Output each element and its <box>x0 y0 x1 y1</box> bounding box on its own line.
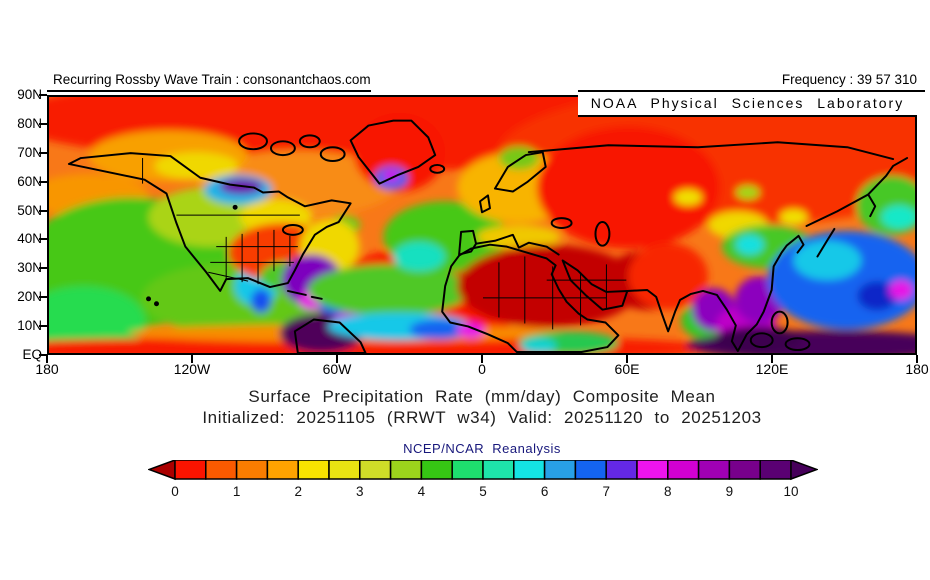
region-china-cyan-spot <box>735 234 764 255</box>
watermark-label: Recurring Rossby Wave Train : consonantc… <box>47 70 371 92</box>
colorbar-tick-label-10: 10 <box>783 484 798 499</box>
x-tick-mark <box>191 355 193 363</box>
region-atlantic-itcz-blue <box>409 319 470 340</box>
colorbar-tick-label-9: 9 <box>726 484 734 499</box>
data-source-label: NCEP/NCAR Reanalysis <box>403 441 561 456</box>
noaa-psl-overlay-label: NOAA Physical Sciences Laboratory <box>578 93 917 117</box>
precip-field-blobs <box>49 97 915 353</box>
y-tick-label-20N: 20N <box>17 289 42 305</box>
y-tick-label-EQ: EQ <box>22 347 42 362</box>
region-north-atlantic-cyan <box>393 241 446 272</box>
region-atlantic-green-band <box>307 264 472 316</box>
y-tick-mark <box>39 238 47 241</box>
region-nw-pacific-cyan <box>881 205 915 229</box>
y-tick-label-10N: 10N <box>17 318 42 334</box>
y-tick-mark <box>39 325 47 328</box>
plot-title: Surface Precipitation Rate (mm/day) Comp… <box>248 387 716 406</box>
y-tick-mark <box>39 296 47 299</box>
y-tick-mark <box>39 209 47 212</box>
colorbar-segment-2 <box>235 460 269 480</box>
region-east-europe-red <box>536 126 720 249</box>
region-guinea-cyan <box>520 338 557 353</box>
region-pacific-magenta-edge <box>889 280 914 300</box>
y-tick-label-70N: 70N <box>17 144 42 160</box>
colorbar-segment-17 <box>697 460 731 480</box>
colorbar-segment-15 <box>636 460 669 480</box>
region-west-pacific-cyan <box>793 240 862 281</box>
y-tick-mark <box>39 94 47 96</box>
colorbar-tick-label-3: 3 <box>356 484 364 499</box>
y-tick-label-80N: 80N <box>17 115 42 131</box>
x-tick-mark <box>916 355 918 363</box>
colorbar-segment-18 <box>728 460 761 480</box>
x-tick-label-120E-5: 120E <box>755 361 789 377</box>
colorbar-tick-label-8: 8 <box>664 484 672 499</box>
x-tick-label-0-3: 0 <box>478 361 486 377</box>
region-pacific-blue-spot <box>251 289 271 313</box>
colorbar-tick-label-7: 7 <box>602 484 610 499</box>
colorbar: 0 1 2 3 4 5 6 7 8 9 10 <box>148 460 818 499</box>
region-siberia-yellow-speck2 <box>779 209 808 225</box>
colorbar-tick-label-5: 5 <box>479 484 487 499</box>
colorbar-segment-14 <box>605 460 638 480</box>
colorbar-segment-10 <box>482 460 515 480</box>
colorbar-segment-11 <box>513 460 546 480</box>
x-tick-mark <box>481 355 483 363</box>
colorbar-segment-4 <box>297 460 330 480</box>
map-frame <box>47 95 917 355</box>
region-mediterranean-yellow <box>477 225 561 249</box>
colorbar-segment-6 <box>359 460 392 480</box>
precipitation-map <box>49 97 915 353</box>
x-tick-mark <box>336 355 338 363</box>
y-tick-label-50N: 50N <box>17 202 42 218</box>
x-tick-label-120W-1: 120W <box>173 361 211 377</box>
colorbar-tick-label-6: 6 <box>541 484 549 499</box>
y-tick-mark <box>39 354 47 356</box>
x-tick-label-180-0: 180 <box>35 361 59 377</box>
y-tick-label-30N: 30N <box>17 260 42 276</box>
region-siberia-yellow-speck1 <box>674 189 702 206</box>
colorbar-segment-19 <box>759 460 792 480</box>
colorbar-segment-1 <box>205 460 238 480</box>
colorbar-segment-12 <box>543 460 577 480</box>
colorbar-left-arrow <box>148 460 176 481</box>
x-tick-label-60E-4: 60E <box>614 361 640 377</box>
frequency-label: Frequency : 39 57 310 <box>578 70 925 92</box>
colorbar-tick-label-1: 1 <box>233 484 241 499</box>
colorbar-segment-7 <box>389 460 423 480</box>
colorbar-right-arrow <box>790 460 818 481</box>
colorbar-tick-label-4: 4 <box>418 484 426 499</box>
y-tick-mark <box>39 267 47 270</box>
x-tick-mark <box>46 355 48 363</box>
colorbar-segment-8 <box>420 460 453 480</box>
y-tick-mark <box>39 122 47 125</box>
y-tick-label-40N: 40N <box>17 231 42 247</box>
region-india-red <box>628 242 708 310</box>
colorbar-tick-label-0: 0 <box>171 484 179 499</box>
colorbar-segment-5 <box>328 460 361 480</box>
y-tick-mark <box>39 180 47 183</box>
region-west-pacific-darkblue <box>857 281 898 311</box>
region-sahara-darkred <box>457 244 641 328</box>
y-tick-label-90N: 90N <box>17 87 42 102</box>
colorbar-segment-0 <box>174 460 207 480</box>
coastlines <box>67 119 909 353</box>
x-tick-label-180-6: 180 <box>905 361 929 377</box>
colorbar-segment-3 <box>266 460 299 480</box>
plot-subtitle: Initialized: 20251105 (RRWT w34) Valid: … <box>202 408 762 427</box>
region-pacific-bright-green <box>49 286 146 353</box>
y-tick-mark <box>39 151 47 154</box>
colorbar-segment-9 <box>451 460 484 480</box>
colorbar-segment-13 <box>574 460 607 480</box>
x-tick-mark <box>771 355 773 363</box>
colorbar-tick-label-2: 2 <box>294 484 302 499</box>
region-siberia-green-speck <box>735 185 760 200</box>
colorbar-segment-16 <box>667 460 700 480</box>
y-tick-label-60N: 60N <box>17 173 42 189</box>
x-tick-label-60W-2: 60W <box>322 361 352 377</box>
x-tick-mark <box>626 355 628 363</box>
political-borders <box>142 158 627 330</box>
region-scandinavia-green <box>498 146 539 170</box>
